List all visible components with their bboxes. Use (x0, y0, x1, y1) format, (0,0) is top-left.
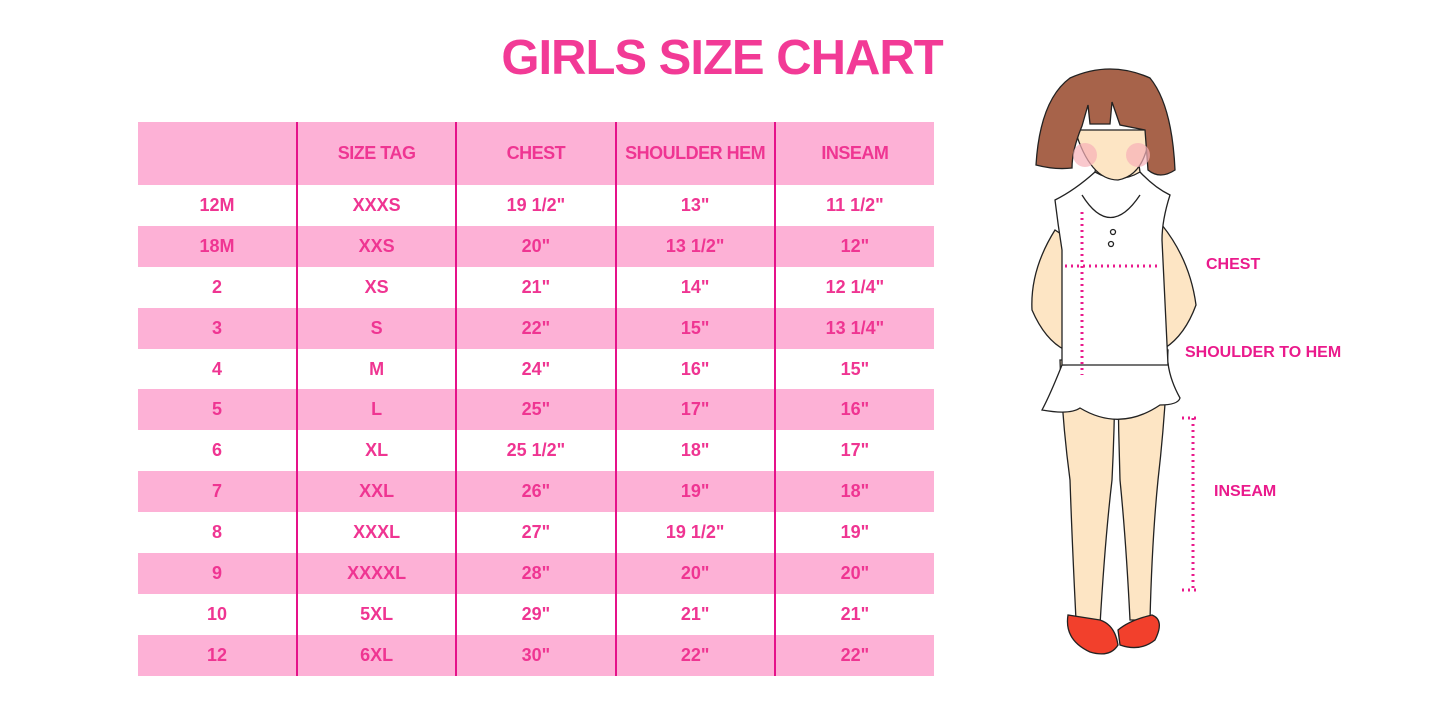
table-cell: 19 1/2" (614, 512, 775, 554)
column-header: SIZE TAG (295, 122, 457, 185)
table-row: 18M XXS 20" 13 1/2" 12" (138, 225, 934, 267)
table-cell: 19" (773, 512, 934, 554)
table-row: 9 XXXXL 28" 20" 20" (138, 553, 934, 594)
table-cell: 30" (455, 634, 616, 676)
column-header: CHEST (455, 122, 616, 185)
table-cell: XS (295, 266, 457, 308)
table-cell: 12 1/4" (773, 266, 934, 308)
table-row: 6 XL 25 1/2" 18" 17" (138, 430, 934, 472)
table-cell: 4 (211, 358, 222, 379)
table-cell: 12" (773, 225, 934, 267)
table-cell: 13 1/4" (773, 307, 934, 349)
table-cell: 7 (138, 471, 297, 513)
table-cell: 22" (773, 634, 934, 676)
table-cell: 25" (455, 389, 616, 431)
table-cell: 21" (455, 266, 616, 308)
table-cell: 20" (773, 553, 934, 594)
column-header: SHOULDER HEM (614, 122, 775, 185)
table-cell: 6 (211, 440, 222, 461)
table-row: 2 XS 21" 14" 12 1/4" (138, 266, 934, 308)
inseam-label: INSEAM (1214, 483, 1277, 500)
table-cell: 28" (455, 553, 616, 594)
table-row: 4 M 24" 16" 15" (138, 348, 934, 390)
table-cell: 18" (773, 471, 934, 513)
chest-label: CHEST (1206, 256, 1261, 273)
table-header-row: SIZE TAG CHEST SHOULDER HEM INSEAM (138, 122, 934, 185)
table-cell: XXS (295, 225, 457, 267)
table-cell: 16" (773, 389, 934, 431)
table-cell: 3 (138, 307, 297, 349)
table-cell: 22" (614, 634, 775, 676)
table-cell: 18" (614, 430, 775, 472)
table-row: 7 XXL 26" 19" 18" (138, 471, 934, 513)
table-cell: 20" (614, 553, 775, 594)
table-cell: XXL (295, 471, 457, 513)
table-cell: 19 1/2" (455, 185, 616, 226)
table-cell: 5 (138, 389, 297, 431)
table-cell: L (295, 389, 457, 431)
shoulder-to-hem-label: SHOULDER TO HEM (1185, 344, 1342, 361)
table-cell: 8 (211, 522, 222, 543)
table-cell: 13" (614, 185, 775, 226)
table-row: 12 6XL 30" 22" 22" (138, 634, 934, 676)
table-cell: 27" (455, 512, 616, 554)
column-header (138, 122, 297, 185)
table-cell: 18M (138, 225, 297, 267)
table-cell: 2 (211, 276, 222, 297)
table-cell: 22" (455, 307, 616, 349)
table-cell: 17" (773, 430, 934, 472)
table-cell: 19" (614, 471, 775, 513)
table-cell: 14" (614, 266, 775, 308)
table-cell: S (295, 307, 457, 349)
table-cell: 16" (614, 348, 775, 390)
table-row: 5 L 25" 17" 16" (138, 389, 934, 431)
table-cell: 25 1/2" (455, 430, 616, 472)
table-cell: 29" (455, 593, 616, 635)
table-cell: 21" (614, 593, 775, 635)
table-cell: 9 (138, 553, 297, 594)
table-cell: 15" (614, 307, 775, 349)
table-cell: XXXL (295, 512, 457, 554)
table-cell: 17" (614, 389, 775, 431)
table-row: 12M XXXS 19 1/2" 13" 11 1/2" (138, 185, 934, 226)
table-cell: 24" (455, 348, 616, 390)
column-header: INSEAM (773, 122, 934, 185)
table-cell: 26" (455, 471, 616, 513)
table-cell: 13 1/2" (614, 225, 775, 267)
table-row: 8 XXXL 27" 19 1/2" 19" (138, 512, 934, 554)
table-cell: XXXS (295, 185, 457, 226)
table-cell: XL (295, 430, 457, 472)
table-cell: 21" (773, 593, 934, 635)
table-cell: M (295, 348, 457, 390)
size-chart-table: SIZE TAG CHEST SHOULDER HEM INSEAM 12M XXXS 1… (138, 122, 934, 676)
table-cell: 11 1/2" (773, 185, 934, 226)
page-title: GIRLS SIZE CHART (501, 31, 943, 85)
table-cell: 6XL (295, 634, 457, 676)
girl-measurement-illustration: CHEST SHOULDER TO HEM INSEAM (1000, 60, 1400, 685)
table-cell: XXXXL (295, 553, 457, 594)
table-row: 10 5XL 29" 21" 21" (138, 593, 934, 635)
table-row: 3 S 22" 15" 13 1/4" (138, 307, 934, 349)
table-cell: 20" (455, 225, 616, 267)
table-cell: 12 (138, 634, 297, 676)
table-cell: 10 (206, 603, 228, 624)
table-cell: 15" (773, 348, 934, 390)
table-cell: 12M (199, 194, 235, 215)
table-cell: 5XL (295, 593, 457, 635)
